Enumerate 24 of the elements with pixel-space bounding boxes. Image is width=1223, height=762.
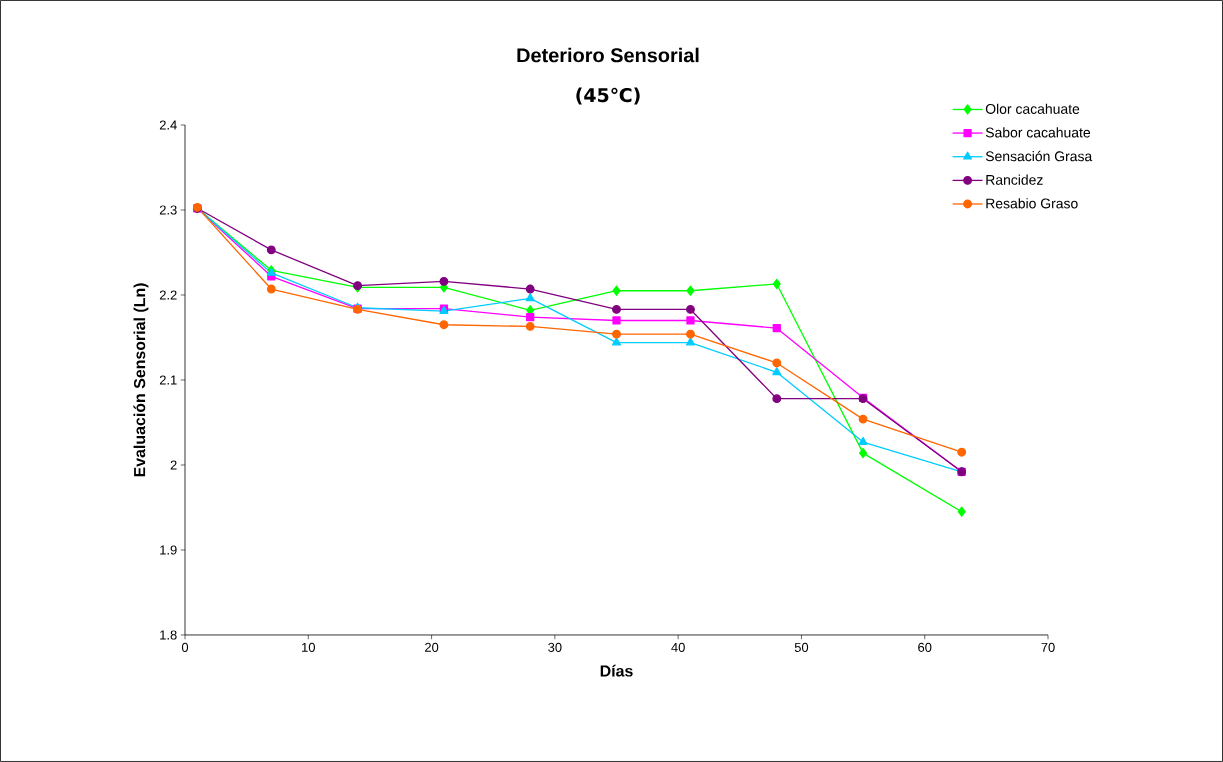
y-tick-label: 2.4 xyxy=(159,120,177,130)
x-tick-label: 50 xyxy=(794,642,809,652)
x-tick-label: 40 xyxy=(671,642,685,652)
y-axis-title: Evaluación Sensorial (Ln) xyxy=(133,283,149,477)
legend-label: Sensación Grasa xyxy=(985,150,1093,162)
legend-label: Resabio Graso xyxy=(986,198,1078,209)
legend-label: Sabor cacahuate xyxy=(985,127,1091,138)
x-tick-label: 70 xyxy=(1041,642,1055,652)
y-tick-label: 2.2 xyxy=(159,290,177,300)
y-tick-label: 2.3 xyxy=(159,205,177,215)
legend-label: Olor cacahuate xyxy=(985,103,1080,114)
x-axis-title: Días xyxy=(600,664,633,677)
y-tick-label: 2.1 xyxy=(159,375,177,385)
chart-subtitle: (45℃) xyxy=(576,87,640,105)
y-tick-label: 1.9 xyxy=(160,545,177,555)
y-tick-label: 2 xyxy=(170,460,177,470)
x-tick-label: 60 xyxy=(918,642,932,652)
x-tick-label: 0 xyxy=(181,642,189,652)
chart-title: Deterioro Sensorial xyxy=(517,47,699,63)
x-tick-label: 10 xyxy=(302,642,315,652)
y-tick-label: 1.8 xyxy=(160,630,177,640)
legend-label: Rancidez xyxy=(986,174,1043,185)
x-tick-label: 20 xyxy=(425,642,439,652)
x-tick-label: 30 xyxy=(548,642,562,652)
